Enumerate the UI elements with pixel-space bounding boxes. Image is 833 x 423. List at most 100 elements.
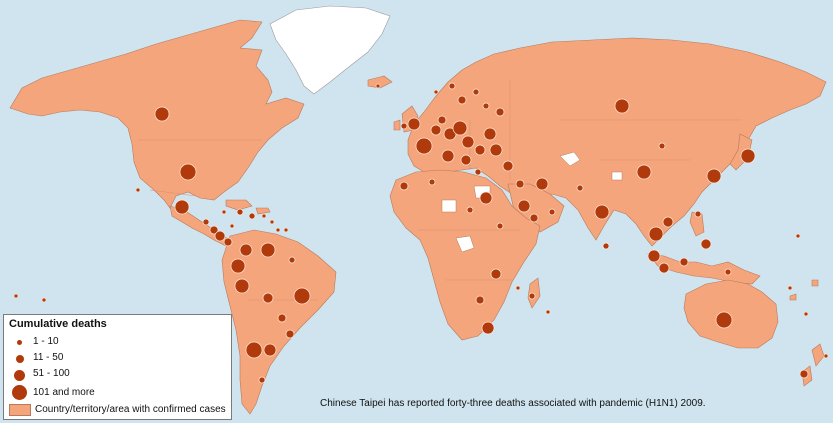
death-marker xyxy=(799,369,809,379)
legend-label-confirmed-cases: Country/territory/area with confirmed ca… xyxy=(35,404,226,415)
death-marker xyxy=(452,120,468,136)
death-marker xyxy=(236,208,244,216)
death-marker xyxy=(245,341,263,359)
death-marker xyxy=(496,222,504,230)
death-marker xyxy=(490,268,502,280)
death-marker-mexico xyxy=(174,199,190,215)
legend-item-101-and-more: 101 and more xyxy=(4,383,231,401)
death-marker xyxy=(263,343,277,357)
land-new-zealand xyxy=(801,343,825,387)
death-marker xyxy=(202,218,210,226)
land-australia xyxy=(683,279,779,349)
land-pacific-islands xyxy=(789,279,819,301)
land-south-america xyxy=(221,229,337,415)
death-marker xyxy=(483,127,497,141)
legend-dot-101-and-more xyxy=(12,385,27,400)
death-marker xyxy=(248,212,256,220)
death-marker xyxy=(474,168,482,176)
death-marker xyxy=(548,208,556,216)
land-japan xyxy=(729,133,753,171)
death-marker xyxy=(260,242,276,258)
death-marker xyxy=(475,295,485,305)
legend-item-51-100: 51 - 100 xyxy=(4,367,231,385)
death-marker xyxy=(647,249,661,263)
death-marker-canada xyxy=(154,106,170,122)
death-marker xyxy=(658,142,666,150)
death-marker xyxy=(375,83,381,89)
death-marker xyxy=(214,230,226,242)
death-marker xyxy=(448,82,456,90)
death-marker xyxy=(576,184,584,192)
no-data-area xyxy=(441,199,457,213)
death-marker xyxy=(461,135,475,149)
legend-label-101-and-more: 101 and more xyxy=(33,387,95,398)
death-marker xyxy=(679,257,689,267)
death-marker xyxy=(234,278,250,294)
no-data-area xyxy=(455,235,475,253)
no-data-area xyxy=(611,171,623,181)
death-marker xyxy=(694,210,702,218)
death-marker xyxy=(700,238,712,250)
death-marker-usa xyxy=(179,163,197,181)
land-layer xyxy=(9,5,827,415)
death-marker xyxy=(515,179,525,189)
death-marker xyxy=(229,223,235,229)
death-marker xyxy=(517,199,531,213)
death-marker xyxy=(258,376,266,384)
death-marker xyxy=(460,154,472,166)
death-marker xyxy=(239,243,253,257)
death-marker xyxy=(472,88,480,96)
death-marker xyxy=(221,209,227,215)
death-marker xyxy=(706,168,722,184)
death-marker xyxy=(594,204,610,220)
death-marker xyxy=(528,292,536,300)
legend-label-11-50: 11 - 50 xyxy=(33,352,64,363)
death-marker xyxy=(430,124,442,136)
legend-dot-51-100 xyxy=(14,370,25,381)
death-marker xyxy=(283,227,289,233)
legend-swatch-confirmed-cases xyxy=(9,404,31,416)
death-marker xyxy=(489,143,503,157)
death-marker xyxy=(602,242,610,250)
death-marker xyxy=(479,191,493,205)
legend-item-1-10: 1 - 10 xyxy=(4,335,231,353)
death-marker xyxy=(407,117,421,131)
death-marker xyxy=(399,181,409,191)
death-marker xyxy=(13,293,19,299)
death-marker xyxy=(285,329,295,339)
death-marker xyxy=(482,102,490,110)
legend-title: Cumulative deaths xyxy=(9,318,107,330)
death-marker xyxy=(288,256,296,264)
death-marker xyxy=(648,226,664,242)
death-marker xyxy=(787,285,793,291)
death-marker xyxy=(428,178,436,186)
death-marker xyxy=(262,292,274,304)
land-greenland xyxy=(269,5,391,95)
death-marker xyxy=(293,287,311,305)
no-data-area xyxy=(559,151,581,167)
death-marker xyxy=(474,144,486,156)
legend-label-51-100: 51 - 100 xyxy=(33,368,70,379)
death-marker xyxy=(545,309,551,315)
death-marker xyxy=(269,219,275,225)
death-marker xyxy=(481,321,495,335)
death-marker xyxy=(230,258,246,274)
death-marker xyxy=(636,164,652,180)
no-data-layer xyxy=(441,151,623,253)
death-marker xyxy=(441,149,455,163)
legend: Cumulative deaths 1 - 10 11 - 50 51 - 10… xyxy=(3,314,232,420)
legend-item-11-50: 11 - 50 xyxy=(4,351,231,369)
death-marker xyxy=(614,98,630,114)
death-marker xyxy=(457,95,467,105)
death-marker xyxy=(209,225,219,235)
death-marker xyxy=(803,311,809,317)
death-marker xyxy=(495,107,505,117)
death-marker xyxy=(715,311,733,329)
death-markers xyxy=(13,82,829,384)
death-marker xyxy=(535,177,549,191)
death-marker xyxy=(415,137,433,155)
legend-dot-1-10 xyxy=(17,340,22,345)
death-marker xyxy=(135,187,141,193)
